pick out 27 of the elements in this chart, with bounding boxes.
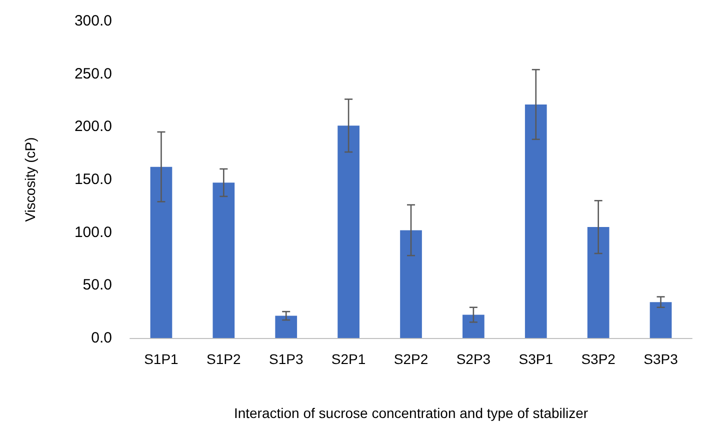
x-axis-title: Interaction of sucrose concentration and type of stabilizer	[234, 405, 588, 421]
y-axis-title: Viscosity (cP)	[22, 137, 38, 222]
y-tick-label: 200.0	[74, 118, 112, 136]
y-tick-label: 250.0	[74, 65, 112, 82]
x-tick-label: S3P2	[581, 351, 616, 367]
y-tick-label: 50.0	[82, 276, 112, 294]
y-tick-label: 150.0	[74, 171, 112, 188]
y-tick-label: 100.0	[74, 224, 112, 241]
y-tick-label: 0.0	[91, 330, 112, 346]
y-tick-label: 300.0	[74, 12, 112, 30]
x-tick-label: S1P1	[144, 351, 179, 367]
x-tick-label: S3P3	[644, 351, 678, 367]
x-tick-label: S1P2	[206, 351, 242, 367]
bar	[462, 314, 484, 338]
bar	[338, 126, 360, 338]
x-tick-label: S2P3	[456, 351, 491, 367]
x-tick-label: S3P1	[518, 351, 554, 367]
bar	[587, 227, 610, 338]
bar	[275, 316, 298, 338]
bar	[524, 104, 547, 338]
bar	[150, 166, 172, 338]
x-tick-label: S1P3	[268, 351, 304, 367]
x-tick-label: S2P1	[331, 351, 366, 367]
bar	[400, 230, 422, 338]
bar	[650, 302, 672, 338]
bar	[212, 182, 235, 338]
x-tick-label: S2P2	[394, 351, 428, 367]
